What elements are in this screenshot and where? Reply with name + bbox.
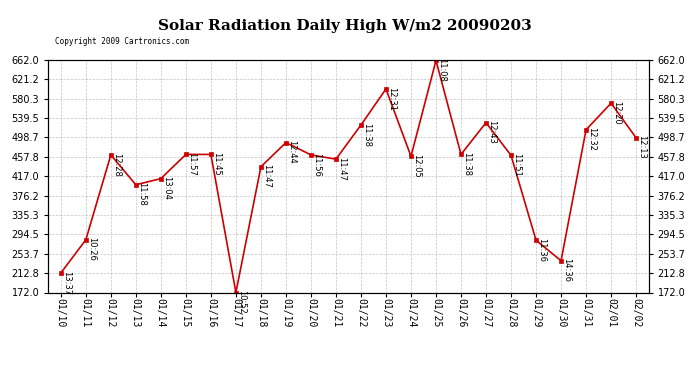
Text: Copyright 2009 Cartronics.com: Copyright 2009 Cartronics.com — [55, 38, 189, 46]
Text: 12:43: 12:43 — [487, 120, 496, 144]
Text: 10:52: 10:52 — [237, 290, 246, 314]
Text: 11:08: 11:08 — [437, 58, 446, 82]
Text: 11:38: 11:38 — [362, 123, 371, 147]
Text: 11:36: 11:36 — [538, 238, 546, 262]
Text: 12:05: 12:05 — [412, 154, 421, 178]
Text: Solar Radiation Daily High W/m2 20090203: Solar Radiation Daily High W/m2 20090203 — [158, 19, 532, 33]
Text: 12:32: 12:32 — [587, 128, 596, 151]
Text: 12:31: 12:31 — [387, 87, 396, 111]
Text: 14:36: 14:36 — [562, 258, 571, 282]
Text: 13:04: 13:04 — [162, 176, 171, 200]
Text: 11:58: 11:58 — [137, 182, 146, 206]
Text: 10:26: 10:26 — [87, 237, 96, 261]
Text: 11:47: 11:47 — [262, 164, 271, 188]
Text: 11:56: 11:56 — [312, 153, 321, 176]
Text: 13:37: 13:37 — [62, 271, 71, 295]
Text: 11:45: 11:45 — [212, 152, 221, 176]
Text: 12:28: 12:28 — [112, 153, 121, 176]
Text: 12:13: 12:13 — [638, 135, 647, 159]
Text: 11:51: 11:51 — [512, 153, 521, 177]
Text: 12:44: 12:44 — [287, 140, 296, 164]
Text: 11:47: 11:47 — [337, 157, 346, 181]
Text: 11:57: 11:57 — [187, 152, 196, 176]
Text: 12:20: 12:20 — [612, 101, 621, 124]
Text: 11:38: 11:38 — [462, 152, 471, 176]
